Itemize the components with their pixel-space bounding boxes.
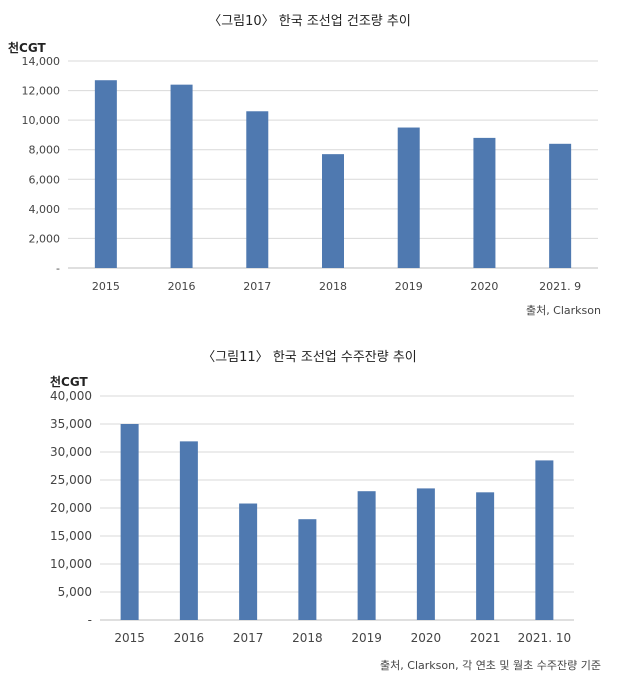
y-tick-label: -: [56, 262, 60, 275]
chart-1-plot: - 2,000 4,000 6,000 8,000 10,000 12,000 14,000천…: [8, 40, 598, 293]
y-tick-label: 6,000: [29, 173, 61, 186]
y-tick-label: 20,000: [50, 501, 92, 515]
y-tick-label: 15,000: [50, 529, 92, 543]
x-tick-label: 2020: [411, 631, 442, 645]
bar: [298, 519, 317, 620]
bar: [170, 84, 193, 269]
x-tick-label: 2017: [243, 280, 271, 293]
y-tick-label: 14,000: [22, 55, 61, 68]
bar: [535, 460, 554, 620]
bar: [179, 441, 198, 620]
y-tick-label: 2,000: [29, 232, 61, 245]
y-tick-label: 5,000: [58, 585, 92, 599]
chart-2-title: 〈그림11〉 한국 조선업 수주잔량 추이: [202, 350, 417, 365]
bar: [357, 491, 376, 620]
bar: [246, 111, 269, 269]
x-tick-label: 2019: [351, 631, 382, 645]
y-axis-unit: 천CGT: [8, 40, 46, 55]
y-tick-label: -: [88, 613, 92, 627]
y-tick-label: 35,000: [50, 417, 92, 431]
x-tick-label: 2015: [114, 631, 145, 645]
y-axis-unit: 천CGT: [50, 374, 88, 389]
y-tick-label: 8,000: [29, 144, 61, 157]
x-tick-label: 2016: [168, 280, 196, 293]
bar: [473, 137, 496, 268]
y-tick-label: 12,000: [22, 85, 61, 98]
bar: [549, 143, 572, 268]
x-tick-label: 2015: [92, 280, 120, 293]
bar: [239, 503, 258, 620]
bar: [94, 80, 117, 268]
y-tick-label: 40,000: [50, 389, 92, 403]
bar: [397, 127, 420, 269]
x-tick-label: 2016: [174, 631, 205, 645]
x-tick-label: 2021: [470, 631, 501, 645]
x-tick-label: 2020: [470, 280, 498, 293]
bar: [120, 424, 139, 620]
y-tick-label: 10,000: [50, 557, 92, 571]
chart-1-source: 출처, Clarkson: [525, 304, 601, 317]
bar: [322, 154, 344, 268]
y-tick-label: 4,000: [29, 203, 61, 216]
x-tick-label: 2021. 10: [518, 631, 571, 645]
x-tick-label: 2018: [319, 280, 347, 293]
x-tick-label: 2021. 9: [539, 280, 581, 293]
chart-2-source: 출처, Clarkson, 각 연초 및 월초 수주잔량 기준: [380, 659, 601, 672]
bar: [476, 492, 495, 620]
x-tick-label: 2017: [233, 631, 264, 645]
bar: [416, 488, 435, 620]
y-tick-label: 25,000: [50, 473, 92, 487]
y-tick-label: 10,000: [22, 114, 61, 127]
y-tick-label: 30,000: [50, 445, 92, 459]
chart-1-title: 〈그림10〉 한국 조선업 건조량 추이: [208, 14, 411, 29]
x-tick-label: 2018: [292, 631, 323, 645]
x-tick-label: 2019: [395, 280, 423, 293]
